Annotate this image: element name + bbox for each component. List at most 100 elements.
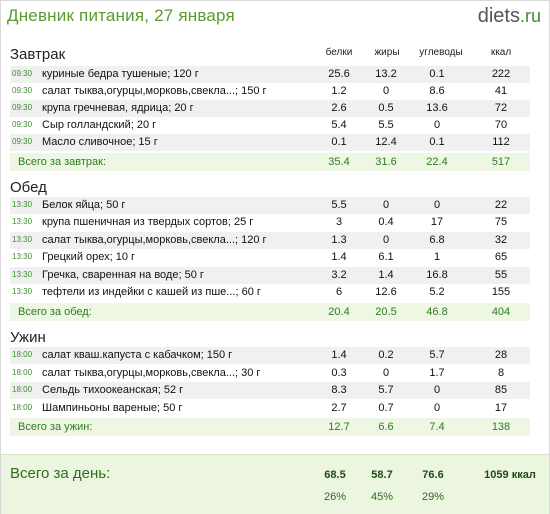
row-fat: 1.4 — [378, 269, 394, 281]
row-protein: 5.5 — [331, 199, 347, 211]
table-row[interactable]: 13:30 Белок яйца; 50 г 5.5 0 0 22 — [10, 197, 530, 214]
day-total-fat: 58.7 — [371, 469, 393, 481]
row-protein: 1.4 — [331, 251, 347, 263]
row-protein: 2.6 — [331, 102, 347, 114]
row-carbs: 0 — [433, 402, 441, 414]
table-row[interactable]: 13:30 Гречка, сваренная на воде; 50 г 3.… — [10, 267, 530, 284]
row-carbs: 5.7 — [429, 349, 445, 361]
meal-title-lunch: Обед — [10, 179, 47, 196]
row-time: 18:00 — [12, 350, 33, 359]
row-carbs: 6.8 — [429, 234, 445, 246]
row-food-name: крупа гречневая, ядрица; 20 г — [42, 102, 194, 114]
logo-main: diets — [477, 5, 520, 27]
site-logo[interactable]: diets.ru — [478, 5, 541, 28]
day-total-label: Всего за день: — [10, 465, 111, 482]
table-row[interactable]: 09:30 Масло сливочное; 15 г 0.1 12.4 0.1… — [10, 134, 530, 151]
row-food-name: тефтели из индейки с кашей из пше...; 60… — [42, 286, 261, 298]
meal-total-dinner: Всего за ужин: 12.7 6.6 7.4 138 — [10, 418, 530, 436]
row-time: 18:00 — [12, 368, 33, 377]
col-header-protein: белки — [325, 47, 353, 58]
table-row[interactable]: 18:00 Шампиньоны вареные; 50 г 2.7 0.7 0… — [10, 400, 530, 417]
row-protein: 0.3 — [331, 367, 347, 379]
row-kcal: 155 — [491, 286, 511, 298]
row-food-name: салат тыква,огурцы,морковь,свекла...; 30… — [42, 367, 261, 379]
table-row[interactable]: 13:30 крупа пшеничная из твердых сортов;… — [10, 214, 530, 231]
total-protein: 35.4 — [328, 156, 350, 168]
row-protein: 2.7 — [331, 402, 347, 414]
row-protein: 25.6 — [328, 68, 350, 80]
row-food-name: куриные бедра тушеные; 120 г — [42, 68, 199, 80]
table-row[interactable]: 13:30 тефтели из индейки с кашей из пше.… — [10, 284, 530, 301]
table-row[interactable]: 13:30 салат тыква,огурцы,морковь,свекла.… — [10, 232, 530, 249]
day-total: Всего за день: 68.5 58.7 76.6 1059 ккал … — [1, 454, 549, 514]
row-kcal: 72 — [494, 102, 508, 114]
row-food-name: Масло сливочное; 15 г — [42, 136, 158, 148]
total-fat: 20.5 — [375, 306, 397, 318]
row-carbs: 13.6 — [426, 102, 448, 114]
total-fat: 31.6 — [375, 156, 397, 168]
row-fat: 13.2 — [375, 68, 397, 80]
row-kcal: 55 — [494, 269, 508, 281]
row-carbs: 17 — [430, 216, 444, 228]
row-fat: 0.7 — [378, 402, 394, 414]
row-food-name: Сельдь тихоокеанская; 52 г — [42, 384, 184, 396]
total-carbs: 46.8 — [426, 306, 448, 318]
row-carbs: 1 — [433, 251, 441, 263]
table-row[interactable]: 09:30 Сыр голландский; 20 г 5.4 5.5 0 70 — [10, 117, 530, 134]
row-protein: 5.4 — [331, 119, 347, 131]
total-carbs: 22.4 — [426, 156, 448, 168]
table-row[interactable]: 18:00 салат кваш.капуста с кабачком; 150… — [10, 347, 530, 364]
row-fat: 0.4 — [378, 216, 394, 228]
row-food-name: Сыр голландский; 20 г — [42, 119, 157, 131]
table-row[interactable]: 09:30 крупа гречневая, ядрица; 20 г 2.6 … — [10, 100, 530, 117]
row-protein: 0.1 — [331, 136, 347, 148]
row-protein: 3.2 — [331, 269, 347, 281]
row-fat: 12.4 — [375, 136, 397, 148]
row-time: 09:30 — [12, 86, 33, 95]
table-row[interactable]: 13:30 Грецкий орех; 10 г 1.4 6.1 1 65 — [10, 249, 530, 266]
row-food-name: Белок яйца; 50 г — [42, 199, 126, 211]
row-fat: 0 — [382, 234, 390, 246]
row-fat: 5.7 — [378, 384, 394, 396]
header: Дневник питания, 27 января diets.ru — [1, 1, 549, 31]
row-time: 09:30 — [12, 69, 33, 78]
row-kcal: 22 — [494, 199, 508, 211]
page-title: Дневник питания, 27 января — [7, 6, 235, 25]
total-fat: 6.6 — [378, 421, 394, 433]
row-kcal: 75 — [494, 216, 508, 228]
row-carbs: 0.1 — [429, 136, 445, 148]
day-total-kcal: 1059 ккал — [484, 469, 536, 481]
table-row[interactable]: 18:00 Сельдь тихоокеанская; 52 г 8.3 5.7… — [10, 382, 530, 399]
day-protein-percent: 26% — [323, 491, 347, 503]
row-food-name: Грецкий орех; 10 г — [42, 251, 136, 263]
total-protein: 12.7 — [328, 421, 350, 433]
row-kcal: 112 — [492, 136, 510, 148]
meal-total-lunch: Всего за обед: 20.4 20.5 46.8 404 — [10, 303, 530, 321]
row-time: 09:30 — [12, 120, 33, 129]
row-kcal: 41 — [494, 85, 508, 97]
row-protein: 8.3 — [331, 384, 347, 396]
row-carbs: 1.7 — [429, 367, 445, 379]
total-label: Всего за завтрак: — [18, 156, 107, 168]
row-carbs: 0 — [433, 119, 441, 131]
row-carbs: 0.1 — [429, 68, 445, 80]
row-time: 13:30 — [12, 252, 33, 261]
row-fat: 0 — [382, 199, 390, 211]
meal-title-breakfast: Завтрак — [10, 46, 66, 63]
row-time: 13:30 — [12, 217, 33, 226]
row-carbs: 0 — [433, 384, 441, 396]
table-row[interactable]: 09:30 салат тыква,огурцы,морковь,свекла.… — [10, 83, 530, 100]
row-kcal: 222 — [491, 68, 511, 80]
row-kcal: 32 — [494, 234, 508, 246]
row-protein: 1.2 — [331, 85, 347, 97]
row-food-name: салат кваш.капуста с кабачком; 150 г — [42, 349, 233, 361]
row-time: 09:30 — [12, 137, 33, 146]
table-row[interactable]: 18:00 салат тыква,огурцы,морковь,свекла.… — [10, 365, 530, 382]
row-kcal: 28 — [494, 349, 508, 361]
row-carbs: 5.2 — [429, 286, 445, 298]
meal-total-breakfast: Всего за завтрак: 35.4 31.6 22.4 517 — [10, 153, 530, 171]
table-row[interactable]: 09:30 куриные бедра тушеные; 120 г 25.6 … — [10, 66, 530, 83]
row-fat: 0.5 — [378, 102, 394, 114]
row-fat: 6.1 — [378, 251, 394, 263]
row-fat: 5.5 — [378, 119, 394, 131]
